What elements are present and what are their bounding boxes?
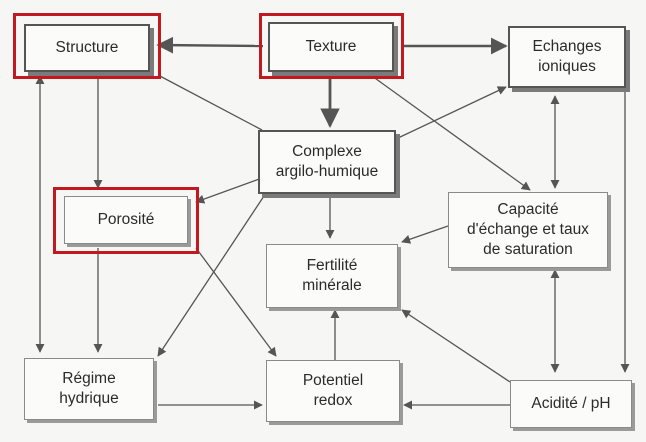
node-texture: Texture xyxy=(268,22,394,72)
arrow-acidite-fertilite xyxy=(401,309,511,383)
arrow-structure-texture xyxy=(156,36,264,54)
highlight-porosite xyxy=(53,187,199,254)
node-capacite-label: Capacité d'échange et taux de saturation xyxy=(467,201,589,258)
node-regime-label: Régime hydrique xyxy=(59,370,119,407)
node-potentiel-redox: Potentiel redox xyxy=(266,360,400,422)
node-porosite-label: Porosité xyxy=(97,211,155,228)
node-structure-label: Structure xyxy=(55,39,119,56)
node-structure: Structure xyxy=(24,24,150,72)
arrow-porosite-potentiel xyxy=(195,247,277,357)
node-texture-label: Texture xyxy=(305,38,357,55)
node-echanges-label: Echanges ioniques xyxy=(532,38,602,75)
arrow-texture-capacite xyxy=(371,75,531,191)
node-acidite-label: Acidité / pH xyxy=(531,395,611,412)
arrow-complexe-echanges xyxy=(397,86,507,139)
arrow-capacite-fertilite xyxy=(401,225,449,244)
node-complexe-argilo-humique: Complexe argilo-humique xyxy=(258,130,396,194)
node-regime-hydrique: Régime hydrique xyxy=(24,358,154,420)
arrow-complexe-porosite xyxy=(195,177,263,204)
node-fertilite-minerale: Fertilité minérale xyxy=(266,244,398,308)
highlight-texture xyxy=(259,13,404,79)
node-complexe-label: Complexe argilo-humique xyxy=(275,143,379,180)
node-echanges-ioniques: Echanges ioniques xyxy=(508,26,626,88)
highlight-structure xyxy=(13,13,161,79)
node-capacite-echange: Capacité d'échange et taux de saturation xyxy=(448,192,608,268)
node-acidite-ph: Acidité / pH xyxy=(510,380,632,428)
node-fertilite-label: Fertilité minérale xyxy=(302,257,362,294)
arrow-structure-complexe xyxy=(157,74,263,131)
node-porosite: Porosité xyxy=(64,196,188,244)
node-potentiel-label: Potentiel redox xyxy=(302,372,364,409)
arrow-complexe-regime xyxy=(157,195,265,357)
